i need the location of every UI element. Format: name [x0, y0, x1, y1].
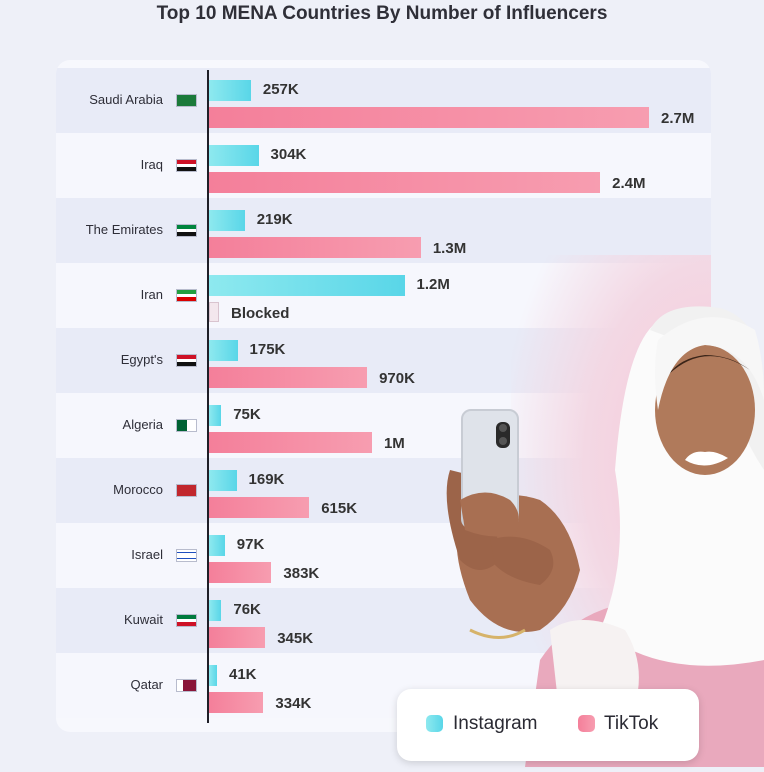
value-label-instagram: 169K [248, 471, 285, 488]
bar-tiktok [209, 367, 368, 388]
bar-instagram [209, 665, 217, 686]
morocco-flag-icon [176, 484, 197, 497]
value-label-tiktok: 334K [275, 695, 312, 712]
bar-instagram [209, 340, 238, 361]
country-label: Morocco [113, 482, 163, 497]
legend-label-instagram: Instagram [453, 713, 538, 734]
bar-tiktok [209, 237, 421, 258]
bar-tiktok [209, 432, 372, 453]
saudi-arabia-flag-icon [176, 94, 197, 107]
iran-flag-icon [176, 289, 197, 302]
value-label-instagram: 97K [236, 536, 265, 553]
country-label: Israel [131, 547, 163, 562]
bar-tiktok [209, 497, 310, 518]
egypt-flag-icon [176, 354, 197, 367]
value-label-tiktok: 345K [277, 630, 314, 647]
bar-instagram [209, 275, 405, 296]
bar-tiktok [209, 107, 649, 128]
legend-label-tiktok: TikTok [604, 713, 659, 734]
value-label-tiktok: Blocked [231, 305, 290, 322]
uae-flag-icon [176, 224, 197, 237]
value-label-tiktok: 383K [283, 565, 320, 582]
country-label: Egypt's [120, 352, 163, 367]
bar-instagram [209, 145, 259, 166]
value-label-tiktok: 2.7M [661, 110, 695, 127]
value-label-tiktok: 2.4M [612, 175, 646, 192]
value-label-tiktok: 970K [379, 370, 415, 387]
bar-instagram [209, 405, 222, 426]
israel-flag-icon [176, 549, 197, 562]
value-label-instagram: 1.2M [416, 276, 450, 293]
country-label: Iraq [140, 157, 163, 172]
algeria-flag-icon [176, 419, 197, 432]
country-label: Saudi Arabia [89, 92, 163, 107]
kuwait-flag-icon [176, 614, 197, 627]
bar-tiktok [209, 692, 264, 713]
woman-with-phone-illustration [430, 300, 764, 767]
bar-tiktok [209, 172, 601, 193]
value-label-tiktok: 615K [321, 500, 358, 517]
country-label: Iran [140, 287, 163, 302]
value-label-instagram: 175K [249, 341, 286, 358]
bar-instagram [209, 210, 245, 231]
value-label-instagram: 219K [256, 211, 293, 228]
bar-tiktok-blocked [209, 302, 219, 322]
bar-tiktok [209, 627, 266, 648]
value-label-instagram: 257K [262, 81, 299, 98]
country-label: Kuwait [123, 612, 163, 627]
country-label: Qatar [130, 677, 163, 692]
qatar-flag-icon [176, 679, 197, 692]
legend-swatch-tiktok [578, 715, 595, 732]
iraq-flag-icon [176, 159, 197, 172]
value-label-instagram: 75K [233, 406, 261, 423]
bar-instagram [209, 470, 237, 491]
bar-instagram [209, 600, 222, 621]
bar-instagram [209, 80, 251, 101]
legend-swatch-instagram [426, 715, 443, 732]
y-axis-line [207, 70, 209, 723]
value-label-instagram: 304K [270, 146, 307, 163]
value-label-instagram: 76K [233, 601, 261, 618]
bar-instagram [209, 535, 225, 556]
bar-tiktok [209, 562, 272, 583]
chart-title: Top 10 MENA Countries By Number of Influ… [156, 3, 608, 24]
chart-legend: Instagram TikTok [397, 689, 699, 761]
country-label: The Emirates [85, 222, 163, 237]
country-label: Algeria [122, 417, 163, 432]
value-label-instagram: 41K [229, 666, 257, 683]
value-label-tiktok: 1.3M [432, 240, 467, 257]
value-label-tiktok: 1M [383, 435, 405, 452]
